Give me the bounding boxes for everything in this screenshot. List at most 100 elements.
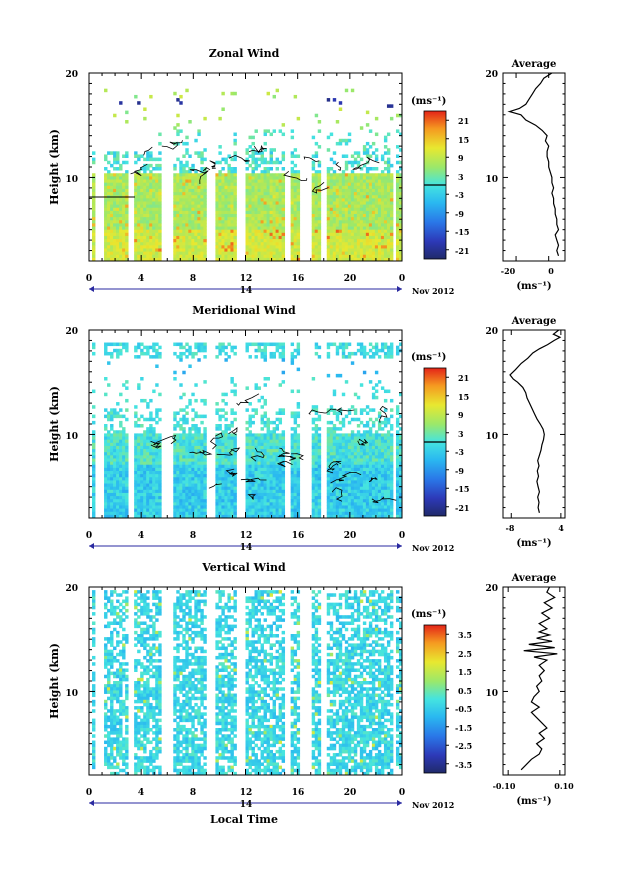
heatmap-cell xyxy=(233,445,237,450)
heatmap-cell xyxy=(329,176,334,180)
heatmap-cell xyxy=(104,452,108,456)
heatmap-cell xyxy=(188,364,192,368)
heatmap-cell xyxy=(296,514,301,519)
heatmap-cell xyxy=(215,192,219,196)
heatmap-cell xyxy=(197,195,201,199)
heatmap-cell xyxy=(296,257,301,262)
heatmap-cell xyxy=(290,461,295,466)
heatmap-cell xyxy=(335,499,340,503)
heatmap-cell xyxy=(110,411,114,415)
heatmap-cell xyxy=(176,201,180,205)
heatmap-cell xyxy=(125,480,129,484)
heatmap-cell xyxy=(227,229,231,234)
heatmap-cell xyxy=(143,170,147,174)
heatmap-cell xyxy=(338,502,343,506)
heatmap-cell xyxy=(188,204,192,209)
heatmap-cell xyxy=(113,502,117,506)
heatmap-cell xyxy=(335,436,340,441)
heatmap-cell xyxy=(230,235,234,240)
heatmap-cell xyxy=(296,471,301,475)
heatmap-cell xyxy=(326,477,331,481)
heatmap-cell xyxy=(173,239,177,243)
heatmap-cell xyxy=(317,182,322,187)
heatmap-cell xyxy=(296,445,301,450)
heatmap-cell xyxy=(257,348,261,353)
heatmap-cell xyxy=(374,257,379,262)
heatmap-cell xyxy=(254,411,258,415)
heatmap-cell xyxy=(281,486,286,491)
heatmap-cell xyxy=(251,439,255,444)
heatmap-cell xyxy=(218,248,222,252)
heatmap-cell xyxy=(116,167,120,171)
heatmap-cell xyxy=(116,430,120,434)
heatmap-cell xyxy=(335,508,340,513)
heatmap-cell xyxy=(335,461,340,466)
heatmap-cell xyxy=(326,420,331,425)
heatmap-cell xyxy=(122,342,126,347)
heatmap-cell xyxy=(275,424,280,428)
heatmap-cell xyxy=(200,496,204,500)
heatmap-cell xyxy=(137,192,141,196)
heatmap-cell xyxy=(398,210,403,215)
heatmap-cell xyxy=(137,173,141,177)
heatmap-cell xyxy=(350,455,355,459)
heatmap-cell xyxy=(173,248,177,252)
heatmap-cell xyxy=(230,220,234,224)
heatmap-cell xyxy=(263,502,267,506)
heatmap-cell xyxy=(326,449,331,453)
heatmap-cell xyxy=(110,226,114,231)
heatmap-cell xyxy=(176,496,180,500)
heatmap-cell xyxy=(134,251,138,256)
heatmap-cell xyxy=(221,436,225,441)
heatmap-cell xyxy=(224,511,228,516)
heatmap-cell xyxy=(155,411,159,415)
heatmap-cell xyxy=(317,480,322,484)
heatmap-cell xyxy=(380,242,385,246)
heatmap-cell xyxy=(146,242,150,246)
heatmap-cell xyxy=(155,229,159,234)
heatmap-cell xyxy=(179,442,183,447)
heatmap-cell xyxy=(278,483,283,488)
heatmap-cell xyxy=(185,195,189,199)
heatmap-cell xyxy=(338,442,343,447)
heatmap-cell xyxy=(395,223,400,227)
heatmap-cell xyxy=(263,214,267,218)
heatmap-cell xyxy=(224,480,228,484)
heatmap-cell xyxy=(317,436,322,441)
heatmap-cell xyxy=(293,251,298,256)
heatmap-cell xyxy=(341,235,346,240)
heatmap-cell xyxy=(365,176,370,180)
heatmap-cell xyxy=(92,345,96,350)
heatmap-cell xyxy=(314,492,319,497)
heatmap-cell xyxy=(326,455,331,459)
heatmap-cell xyxy=(398,257,403,262)
heatmap-cell xyxy=(140,179,144,184)
heatmap-cell xyxy=(314,257,319,262)
heatmap-cell xyxy=(146,445,150,450)
heatmap-cell xyxy=(353,220,358,224)
heatmap-cell xyxy=(278,505,283,509)
heatmap-cell xyxy=(158,417,162,422)
heatmap-cell xyxy=(332,201,337,205)
heatmap-cell xyxy=(368,201,373,205)
heatmap-cell xyxy=(293,489,298,494)
heatmap-cell xyxy=(314,417,319,422)
heatmap-cell xyxy=(194,474,198,478)
heatmap-cell xyxy=(248,229,252,234)
heatmap-cell xyxy=(218,173,222,177)
heatmap-cell xyxy=(152,229,156,234)
heatmap-cell xyxy=(296,480,301,484)
heatmap-cell xyxy=(182,483,186,488)
heatmap-cell xyxy=(182,254,186,259)
heatmap-cell xyxy=(92,430,96,434)
heatmap-cell xyxy=(92,492,96,497)
heatmap-cell xyxy=(215,251,219,256)
heatmap-cell xyxy=(254,514,258,519)
heatmap-cell xyxy=(116,505,120,509)
heatmap-cell xyxy=(176,182,180,187)
heatmap-cell xyxy=(290,483,295,488)
heatmap-cell xyxy=(353,254,358,259)
heatmap-cell xyxy=(224,242,228,246)
heatmap-cell xyxy=(188,214,192,218)
heatmap-cell xyxy=(122,214,126,218)
